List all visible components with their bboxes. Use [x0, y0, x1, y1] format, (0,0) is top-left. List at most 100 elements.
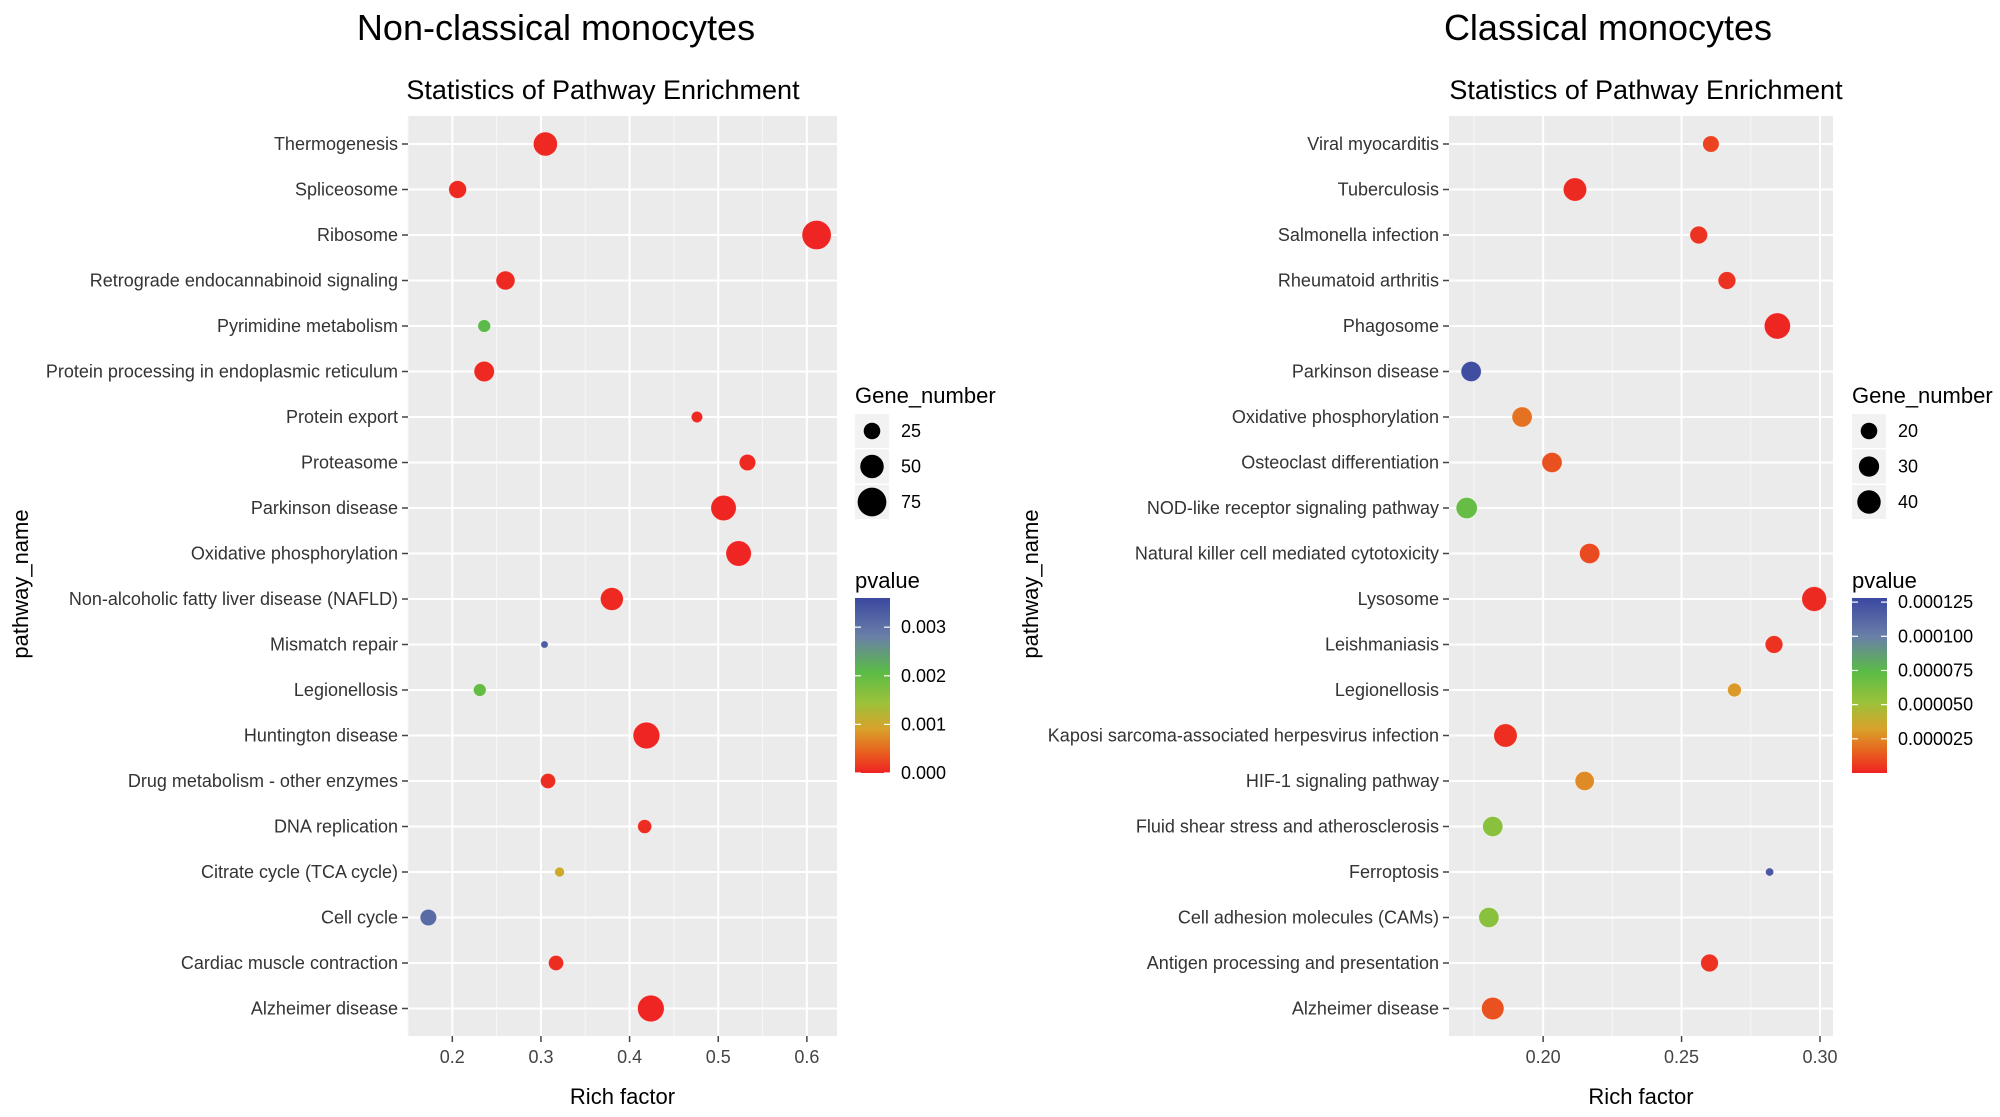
- y-tick-label: Leishmaniasis: [1325, 635, 1439, 655]
- color-legend-title: pvalue: [1852, 568, 1917, 593]
- y-axis-label: pathway_name: [8, 509, 33, 658]
- y-tick-label: Oxidative phosphorylation: [1232, 407, 1439, 427]
- x-tick-label: 0.25: [1664, 1047, 1699, 1067]
- data-point: [738, 453, 757, 472]
- color-legend-label: 0.000050: [1898, 695, 1973, 715]
- y-tick-label: Salmonella infection: [1278, 225, 1439, 245]
- color-legend-label: 0.000025: [1898, 729, 1973, 749]
- y-tick-label: Natural killer cell mediated cytotoxicit…: [1135, 544, 1439, 564]
- y-tick-label: Phagosome: [1343, 316, 1439, 336]
- x-axis-label: Rich factor: [1588, 1084, 1693, 1109]
- y-tick-label: Parkinson disease: [251, 498, 398, 518]
- size-legend-dot: [1857, 490, 1881, 514]
- plot-panel: [408, 116, 837, 1036]
- y-tick-label: Alzheimer disease: [251, 999, 398, 1019]
- y-tick-label: Legionellosis: [294, 680, 398, 700]
- data-point: [554, 866, 565, 878]
- y-tick-label: Rheumatoid arthritis: [1278, 271, 1439, 291]
- data-point: [1481, 996, 1505, 1021]
- plot-panel: [1449, 116, 1833, 1036]
- x-axis-label: Rich factor: [570, 1084, 675, 1109]
- y-tick-label: Protein processing in endoplasmic reticu…: [46, 362, 398, 382]
- y-tick-label: Drug metabolism - other enzymes: [128, 771, 398, 791]
- x-tick-label: 0.30: [1802, 1047, 1837, 1067]
- chart-subtitle: Statistics of Pathway Enrichment: [1449, 75, 1843, 105]
- y-tick-label: Proteasome: [301, 453, 398, 473]
- size-legend-label: 30: [1898, 457, 1918, 477]
- color-bar: [855, 598, 890, 773]
- data-point: [472, 683, 487, 697]
- data-point: [599, 587, 624, 611]
- y-tick-label: Retrograde endocannabinoid signaling: [90, 271, 398, 291]
- size-legend-dot: [863, 422, 881, 440]
- y-tick-label: Cardiac muscle contraction: [181, 953, 398, 973]
- chart-non-classical-monocytes: Non-classical monocytes Statistics of Pat…: [8, 7, 996, 1109]
- y-tick-label: Alzheimer disease: [1292, 999, 1439, 1019]
- data-point: [532, 131, 558, 157]
- y-tick-label: Osteoclast differentiation: [1241, 453, 1439, 473]
- y-tick-label: Pyrimidine metabolism: [217, 316, 398, 336]
- size-legend-title: Gene_number: [855, 383, 996, 408]
- data-point: [1460, 360, 1482, 383]
- data-point: [1478, 906, 1500, 929]
- data-point: [1541, 451, 1563, 474]
- data-point: [690, 410, 704, 424]
- size-legend-dot: [860, 454, 884, 479]
- color-legend-label: 0.003: [901, 617, 946, 637]
- data-point: [1562, 177, 1588, 202]
- size-legend-title: Gene_number: [1852, 383, 1993, 408]
- color-legend-label: 0.001: [901, 714, 946, 734]
- size-legend-label: 25: [901, 421, 921, 441]
- y-tick-label: Fluid shear stress and atherosclerosis: [1136, 817, 1439, 837]
- data-point: [1765, 867, 1775, 877]
- y-tick-label: Cell adhesion molecules (CAMs): [1178, 908, 1439, 928]
- y-tick-label: Ferroptosis: [1349, 862, 1439, 882]
- x-tick-label: 0.5: [706, 1047, 731, 1067]
- y-tick-label: HIF-1 signaling pathway: [1246, 771, 1439, 791]
- data-point: [801, 219, 832, 251]
- data-point: [1764, 635, 1784, 654]
- data-point: [632, 721, 661, 750]
- size-legend-label: 40: [1898, 492, 1918, 512]
- data-point: [1702, 135, 1720, 153]
- y-tick-label: Mismatch repair: [270, 635, 398, 655]
- data-point: [1727, 682, 1742, 698]
- data-point: [725, 540, 752, 567]
- y-tick-label: Antigen processing and presentation: [1147, 953, 1439, 973]
- color-legend-title: pvalue: [855, 568, 920, 593]
- y-tick-label: Citrate cycle (TCA cycle): [201, 862, 398, 882]
- data-point: [1511, 406, 1533, 428]
- size-legend-label: 20: [1898, 421, 1918, 441]
- x-tick-label: 0.3: [528, 1047, 553, 1067]
- y-tick-label: Viral myocarditis: [1307, 134, 1439, 154]
- size-legend-label: 50: [901, 457, 921, 477]
- y-tick-label: Thermogenesis: [274, 134, 398, 154]
- y-tick-label: Tuberculosis: [1338, 180, 1439, 200]
- data-point: [1455, 496, 1478, 520]
- color-legend-label: 0.000100: [1898, 626, 1973, 646]
- size-legend-dot: [1858, 456, 1880, 477]
- data-point: [495, 270, 516, 291]
- y-tick-label: Kaposi sarcoma-associated herpesvirus in…: [1048, 726, 1439, 746]
- data-point: [448, 180, 467, 199]
- y-tick-label: Oxidative phosphorylation: [191, 544, 398, 564]
- color-bar: [1852, 598, 1887, 773]
- data-point: [1493, 723, 1518, 748]
- data-point: [1482, 815, 1504, 838]
- data-point: [540, 772, 557, 790]
- y-tick-label: Spliceosome: [295, 180, 398, 200]
- data-point: [637, 994, 665, 1023]
- y-tick-label: Lysosome: [1358, 589, 1439, 609]
- chart-subtitle: Statistics of Pathway Enrichment: [406, 75, 800, 105]
- y-tick-label: DNA replication: [274, 817, 398, 837]
- data-point: [1763, 312, 1791, 340]
- color-legend-label: 0.000: [901, 763, 946, 783]
- x-tick-label: 0.20: [1526, 1047, 1561, 1067]
- data-point: [1689, 225, 1709, 245]
- chart-title: Non-classical monocytes: [357, 7, 755, 48]
- size-legend-dot: [1860, 422, 1878, 440]
- x-tick-label: 0.2: [440, 1047, 465, 1067]
- size-legend-label: 75: [901, 492, 921, 512]
- y-axis-label: pathway_name: [1018, 509, 1043, 658]
